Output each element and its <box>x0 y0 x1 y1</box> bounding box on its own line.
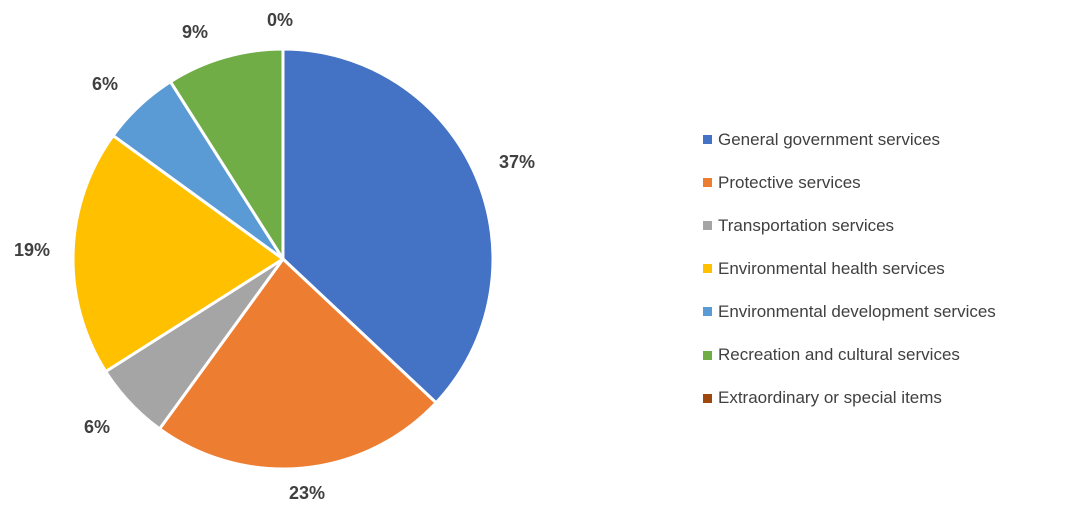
legend-swatch-general-government-services <box>703 135 712 145</box>
legend-label-protective-services: Protective services <box>718 172 861 192</box>
legend-swatch-environmental-development-services <box>703 307 712 317</box>
legend-label-environmental-health-services: Environmental health services <box>718 258 945 278</box>
legend-label-environmental-development-services: Environmental development services <box>718 301 996 321</box>
legend-item-protective-services: Protective services <box>703 161 996 204</box>
legend-swatch-environmental-health-services <box>703 264 712 274</box>
legend-item-transportation-services: Transportation services <box>703 204 996 247</box>
data-label-transportation-services: 6% <box>84 417 110 437</box>
legend-item-extraordinary-or-special-items: Extraordinary or special items <box>703 377 996 420</box>
legend-swatch-protective-services <box>703 178 712 188</box>
pie-data-labels: 37% 23% 6% 19% 6% 9% 0% <box>14 10 535 503</box>
data-label-environmental-health-services: 19% <box>14 240 50 260</box>
legend-swatch-recreation-and-cultural-services <box>703 350 712 360</box>
pie-slices <box>71 47 495 471</box>
data-label-recreation-and-cultural-services: 9% <box>182 22 208 42</box>
data-label-environmental-development-services: 6% <box>92 74 118 94</box>
legend-label-extraordinary-or-special-items: Extraordinary or special items <box>718 388 942 408</box>
pie-slice-general-government-services <box>281 47 495 405</box>
legend-item-recreation-and-cultural-services: Recreation and cultural services <box>703 333 996 376</box>
legend-label-general-government-services: General government services <box>718 129 941 149</box>
legend-swatch-extraordinary-or-special-items <box>703 393 712 403</box>
legend-swatch-transportation-services <box>703 221 712 231</box>
pie-slice-recreation-and-cultural-services <box>168 47 285 261</box>
data-label-extraordinary-or-special-items: 0% <box>267 10 293 30</box>
legend-label-transportation-services: Transportation services <box>718 215 895 235</box>
legend-item-general-government-services: General government services <box>703 118 996 161</box>
pie-slice-protective-services <box>158 257 438 471</box>
pie-slice-environmental-health-services <box>71 134 285 374</box>
legend-item-environmental-health-services: Environmental health services <box>703 247 996 290</box>
chart-legend: General government services Protective se… <box>703 118 996 420</box>
data-label-general-government-services: 37% <box>499 152 535 172</box>
legend-label-recreation-and-cultural-services: Recreation and cultural services <box>718 345 960 365</box>
data-label-protective-services: 23% <box>289 483 325 503</box>
legend-item-environmental-development-services: Environmental development services <box>703 290 996 333</box>
